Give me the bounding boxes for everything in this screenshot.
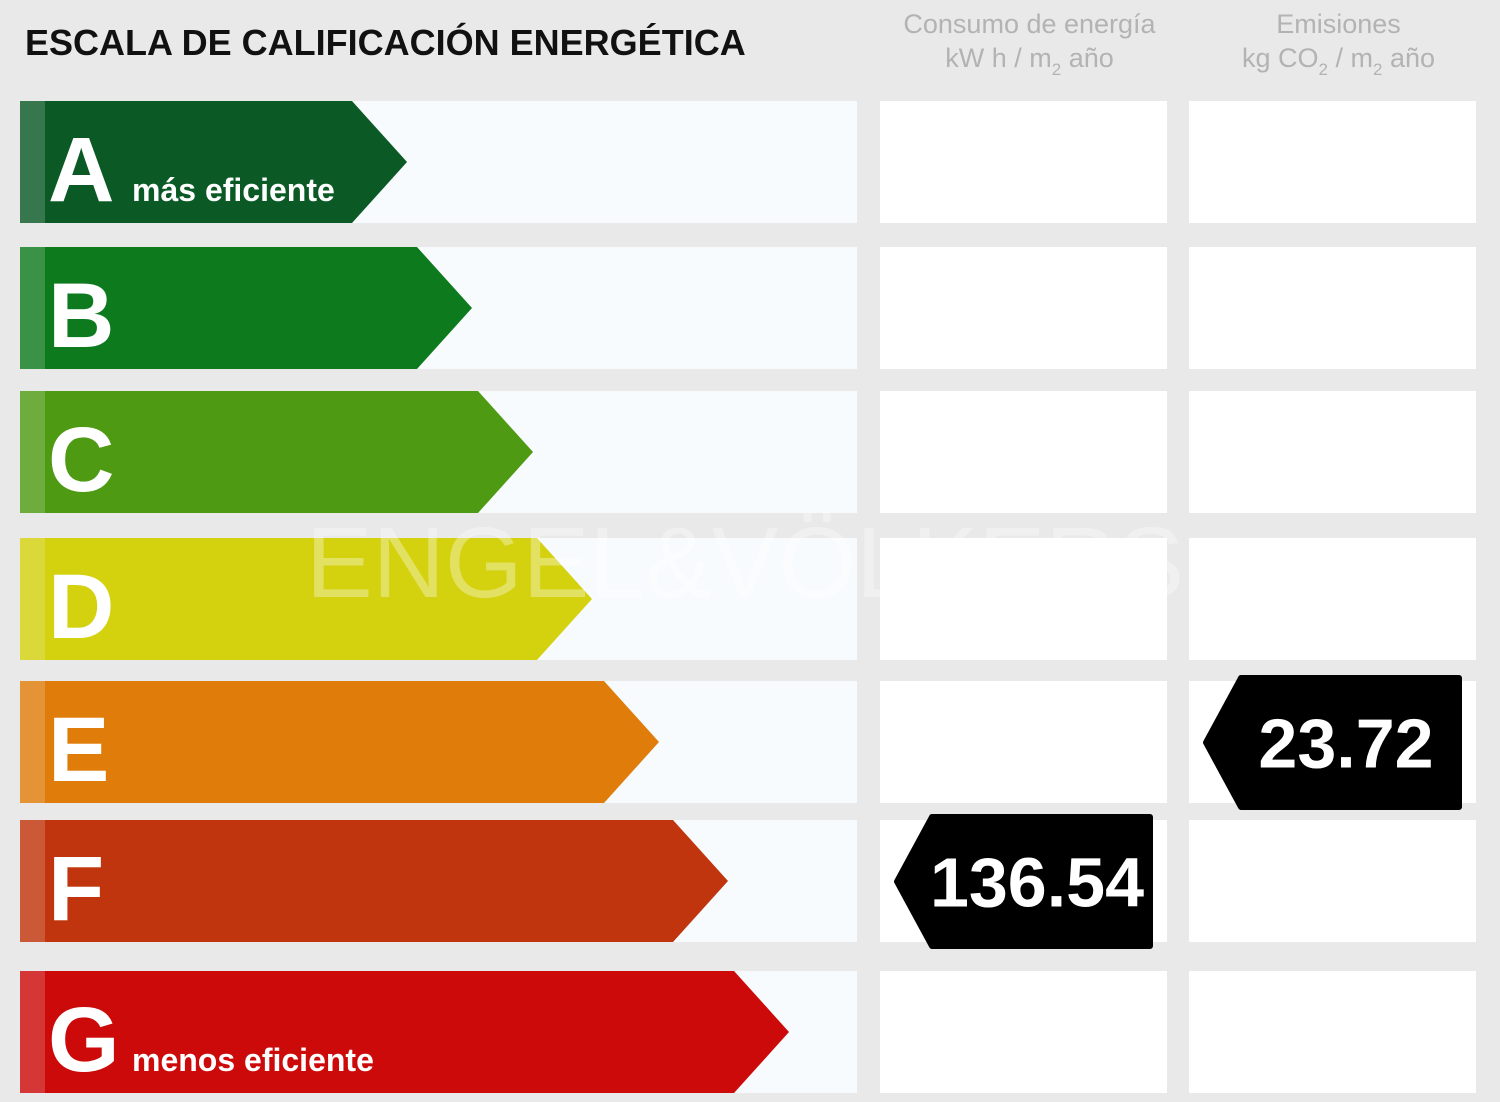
rating-label: más eficiente bbox=[132, 172, 335, 208]
unit-subscript: 2 bbox=[1319, 60, 1328, 79]
title: ESCALA DE CALIFICACIÓN ENERGÉTICA bbox=[25, 21, 746, 63]
rating-letter: E bbox=[48, 699, 109, 801]
arrow-strip bbox=[20, 538, 45, 660]
unit-subscript: 2 bbox=[1373, 60, 1382, 79]
rating-arrow bbox=[20, 391, 533, 513]
value-label: 23.72 bbox=[1258, 705, 1433, 783]
value-cell bbox=[1189, 391, 1476, 513]
column-name: Consumo de energía bbox=[903, 9, 1156, 39]
value-marker bbox=[1203, 675, 1462, 810]
value-cell bbox=[1189, 247, 1476, 369]
value-cell bbox=[1189, 538, 1476, 660]
value-cell bbox=[880, 681, 1167, 803]
unit-text: kW h / m bbox=[945, 43, 1052, 73]
value-cell bbox=[880, 101, 1167, 223]
unit-text: año bbox=[1382, 43, 1435, 73]
arrow-strip bbox=[20, 247, 45, 369]
rating-letter: F bbox=[48, 838, 104, 940]
arrow-strip bbox=[20, 681, 45, 803]
rating-letter: D bbox=[48, 556, 114, 658]
value-marker bbox=[894, 814, 1153, 949]
column-name: Emisiones bbox=[1276, 9, 1401, 39]
rating-letter: G bbox=[48, 989, 120, 1091]
unit-text: año bbox=[1061, 43, 1114, 73]
rating-letter: C bbox=[48, 409, 114, 511]
arrow-strip bbox=[20, 391, 45, 513]
rating-arrow bbox=[20, 971, 789, 1093]
unit-subscript: 2 bbox=[1052, 60, 1061, 79]
value-cell bbox=[880, 247, 1167, 369]
column-unit: kW h / m2 año bbox=[945, 43, 1114, 79]
arrow-strip bbox=[20, 820, 45, 942]
rating-letter: A bbox=[48, 119, 114, 221]
rating-label: menos eficiente bbox=[132, 1042, 374, 1078]
watermark: ENGEL&VÖLKERS bbox=[306, 507, 1184, 619]
rating-letter: B bbox=[48, 265, 114, 367]
value-cell bbox=[880, 971, 1167, 1093]
unit-text: kg CO bbox=[1242, 43, 1319, 73]
value-cell bbox=[880, 538, 1167, 660]
arrow-strip bbox=[20, 971, 45, 1093]
rating-arrow bbox=[20, 681, 659, 803]
rating-arrow bbox=[20, 820, 728, 942]
unit-text: / m bbox=[1328, 43, 1373, 73]
column-unit: kg CO2 / m2 año bbox=[1242, 43, 1435, 79]
value-cell bbox=[880, 391, 1167, 513]
value-label: 136.54 bbox=[930, 844, 1144, 922]
rating-arrow bbox=[20, 538, 592, 660]
rating-arrow bbox=[20, 101, 407, 223]
arrow-strip bbox=[20, 101, 45, 223]
value-cell bbox=[1189, 971, 1476, 1093]
value-cell bbox=[1189, 820, 1476, 942]
value-cell bbox=[1189, 101, 1476, 223]
rating-arrow bbox=[20, 247, 472, 369]
